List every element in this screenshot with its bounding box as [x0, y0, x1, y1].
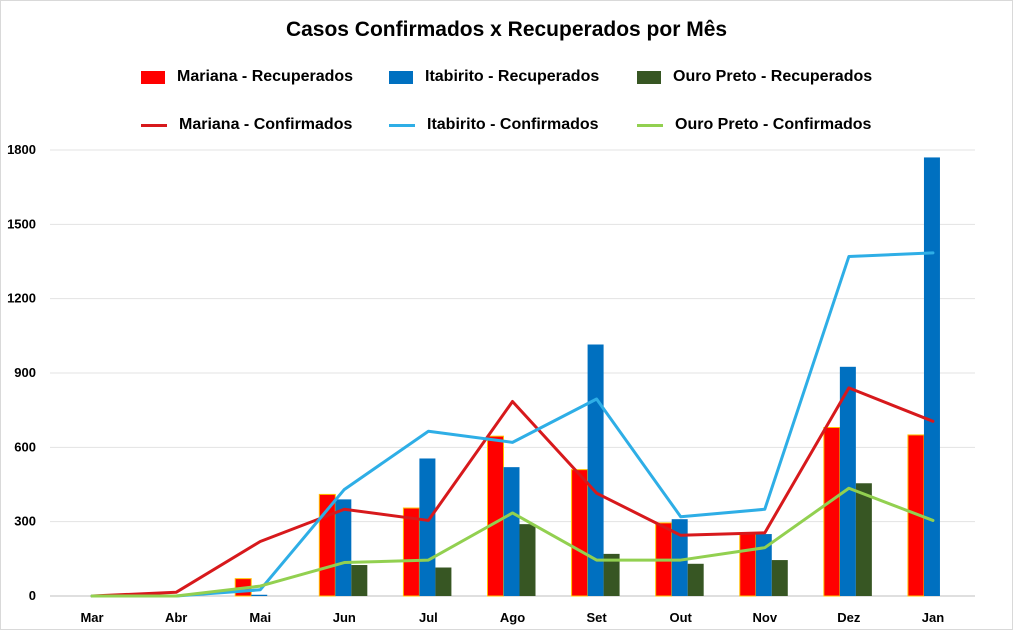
line-itabirito-confirmados — [90, 251, 935, 598]
x-tick-label: Jul — [419, 610, 438, 625]
x-tick-label: Mai — [249, 610, 271, 625]
bar-mariana-recuperados — [402, 507, 420, 597]
bar-ouro-preto-recuperados — [351, 565, 368, 596]
x-tick-label: Out — [669, 610, 692, 625]
legend-label: Itabirito - Confirmados — [427, 116, 599, 133]
legend-line-itabirito-confirmados — [389, 123, 415, 127]
bar-mariana-recuperados — [739, 532, 757, 597]
x-tick-label: Set — [586, 610, 607, 625]
y-tick-label: 900 — [14, 365, 36, 380]
legend-label: Mariana - Confirmados — [179, 116, 353, 133]
chart-title: Casos Confirmados x Recuperados por Mês — [285, 18, 728, 41]
y-tick-label: 1500 — [7, 216, 36, 231]
x-tick-label: Nov — [752, 610, 777, 625]
legend-label: Itabirito - Recuperados — [425, 68, 600, 85]
legend-label: Ouro Preto - Confirmados — [675, 116, 872, 133]
x-tick-label: Ago — [500, 610, 525, 625]
bar-ouro-preto-recuperados — [687, 563, 704, 596]
x-tick-label: Jun — [333, 610, 356, 625]
bar-itabirito-recuperados — [839, 366, 856, 596]
bar-itabirito-recuperados — [503, 467, 520, 596]
bar-mariana-recuperados — [823, 427, 841, 597]
legend-item-itabirito-confirmados: Itabirito - Confirmados — [389, 116, 599, 134]
bar-itabirito-recuperados — [335, 499, 352, 596]
bar-itabirito-recuperados — [251, 594, 268, 596]
legend-swatch-mariana-recuperados — [141, 70, 165, 84]
legend-swatch-ouro-preto-recuperados — [637, 70, 661, 84]
bar-itabirito-recuperados — [419, 458, 436, 596]
legend-item-mariana-recuperados: Mariana - Recuperados — [141, 68, 353, 86]
line-ouro-preto-confirmados — [90, 486, 935, 598]
y-tick-label: 1200 — [7, 291, 36, 306]
legend-item-mariana-confirmados: Mariana - Confirmados — [141, 116, 352, 134]
bar-ouro-preto-recuperados — [603, 553, 620, 596]
y-tick-label: 1800 — [7, 142, 36, 157]
x-tick-label: Abr — [165, 610, 187, 625]
legend-item-ouro-preto-confirmados: Ouro Preto - Confirmados — [637, 116, 871, 134]
legend-line-ouro-preto-confirmados — [637, 123, 663, 127]
bar-ouro-preto-recuperados — [519, 524, 536, 596]
bar-ouro-preto-recuperados — [855, 483, 872, 596]
legend-label: Mariana - Recuperados — [177, 68, 354, 85]
x-tick-label: Jan — [922, 610, 944, 625]
bar-ouro-preto-recuperados — [435, 567, 452, 596]
y-tick-label: 600 — [14, 439, 36, 454]
bar-itabirito-recuperados — [671, 519, 688, 596]
bar-mariana-recuperados — [571, 469, 589, 597]
legend-line-mariana-confirmados — [141, 123, 167, 127]
bar-mariana-recuperados — [487, 435, 504, 597]
bar-itabirito-recuperados — [587, 344, 604, 596]
bar-ouro-preto-recuperados — [771, 560, 788, 596]
legend-swatch-itabirito-recuperados — [389, 70, 413, 84]
legend-label: Ouro Preto - Recuperados — [673, 68, 873, 85]
bar-itabirito-recuperados — [923, 157, 940, 596]
legend-item-itabirito-recuperados: Itabirito - Recuperados — [389, 68, 599, 86]
x-tick-label: Dez — [837, 610, 861, 625]
y-tick-label: 300 — [14, 514, 36, 529]
legend-item-ouro-preto-recuperados: Ouro Preto - Recuperados — [637, 68, 872, 86]
y-tick-label: 0 — [29, 588, 36, 603]
x-tick-label: Mar — [80, 610, 103, 625]
line-mariana-confirmados — [90, 386, 935, 598]
